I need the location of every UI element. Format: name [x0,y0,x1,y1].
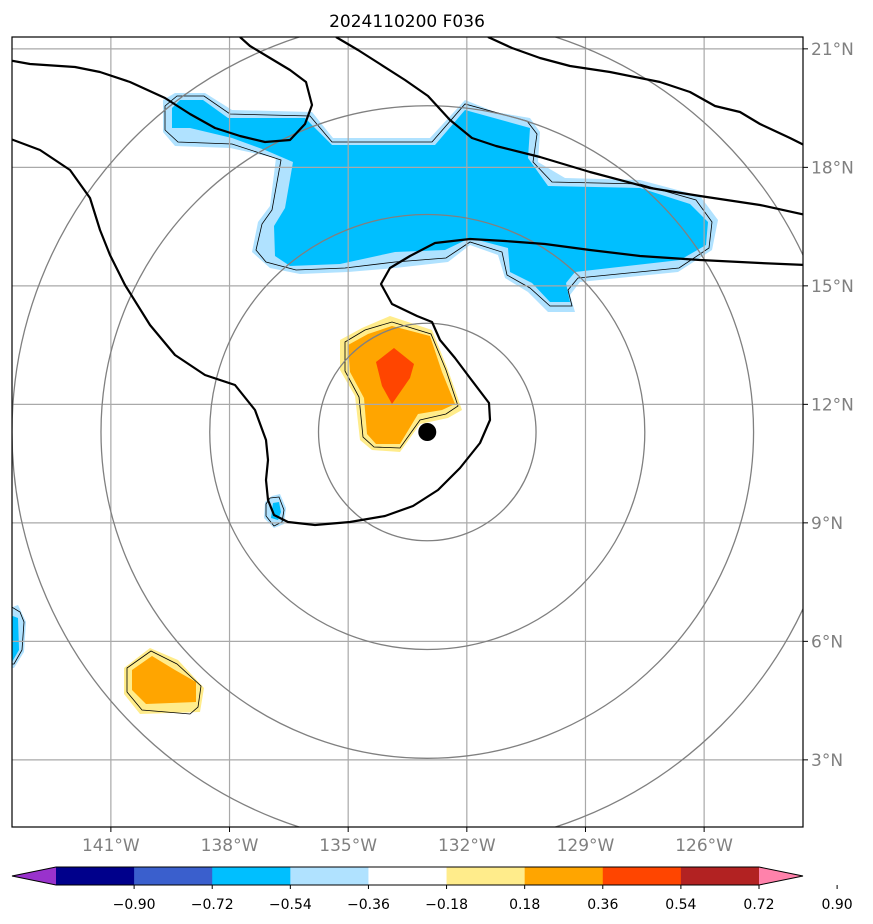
thin-contour-center [344,321,459,449]
colorbar-extend-low [12,867,56,885]
positive-region-southwest-inner [132,656,196,704]
colorbar-tick-label: −0.72 [191,897,234,913]
thick-contour-northeast-1 [335,37,803,216]
colorbar-segment [290,867,369,885]
colorbar-extend-high [759,867,803,885]
lon-tick-label: 129°W [557,836,615,856]
colorbar-tick-label: −0.36 [347,897,390,913]
colorbar-segment [602,867,682,885]
lon-tick-label: 135°W [319,836,377,856]
latitude-labels: 21°N 18°N 15°N 12°N 9°N 6°N 3°N [803,40,854,771]
map-title: 2024110200 F036 [329,12,485,32]
lat-tick-label: 18°N [811,158,854,178]
lon-tick-label: 132°W [438,836,496,856]
colorbar-segment [212,867,291,885]
colorbar-tick-label: −0.18 [425,897,468,913]
colorbar-tick-label: −0.90 [113,897,156,913]
colorbar: −0.90 −0.72 −0.54 −0.36 −0.18 0.18 0.36 0.54 0.7… [11,866,853,913]
thin-contour-west-edge [12,606,25,665]
colorbar-tick-label: −0.54 [269,897,312,913]
colorbar-tick-label: 0.18 [509,897,540,913]
map-plot-area [12,37,803,827]
map-frame [11,36,804,828]
colorbar-segment [368,867,448,885]
range-ring [317,322,537,542]
lon-tick-label: 126°W [675,836,733,856]
colorbar-segment [56,867,135,885]
positive-region-center-core [376,348,414,404]
gridline-layer [12,37,803,827]
thick-contour-northeast-2 [487,37,803,146]
range-ring-layer [12,37,803,827]
colorbar-tick-label: 0.36 [587,897,618,913]
lat-tick-label: 15°N [811,277,854,297]
lat-tick-label: 6°N [811,632,843,652]
thin-contour-layer [12,95,713,715]
colorbar-tick-label: 0.54 [665,897,696,913]
lon-tick-label: 138°W [201,836,259,856]
thin-contour-small [265,496,285,527]
longitude-labels: 141°W 138°W 135°W 132°W 129°W 126°W [82,827,733,856]
thick-contour-layer [12,37,803,527]
colorbar-segment [524,867,604,885]
lat-tick-label: 12°N [811,395,854,415]
colorbar-segment [680,867,760,885]
colorbar-tick-label: 0.72 [743,897,774,913]
colorbar-segment [446,867,526,885]
range-ring [100,105,755,759]
thick-contour-loop [12,138,803,527]
colorbar-outline [11,866,804,886]
colorbar-tick-label: 0.90 [822,897,853,913]
thin-contour-southwest [126,650,202,715]
lat-tick-label: 21°N [811,40,854,60]
thin-contour-north [164,95,713,307]
lon-tick-label: 141°W [82,836,140,856]
negative-region-west-edge-inner [12,615,19,662]
storm-center-marker [418,423,437,441]
colorbar-segment [134,867,213,885]
lat-tick-label: 3°N [811,751,843,771]
lat-tick-label: 9°N [811,514,843,534]
range-ring [209,213,646,651]
thick-contour-spiral [12,37,314,144]
